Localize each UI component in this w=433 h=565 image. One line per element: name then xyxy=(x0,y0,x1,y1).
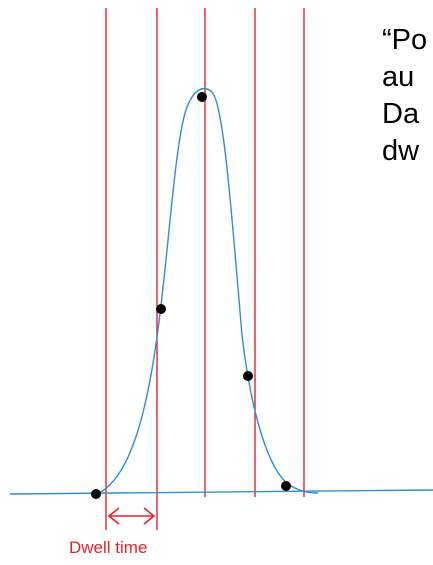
peak-curve xyxy=(96,87,319,495)
data-point xyxy=(281,481,291,491)
data-point xyxy=(156,304,166,314)
dwell-time-arrow xyxy=(107,507,156,525)
data-point xyxy=(197,92,207,102)
side-text-line: au xyxy=(382,61,415,93)
data-point xyxy=(91,489,101,499)
side-text-line: dw xyxy=(382,135,420,167)
side-text-block: “Po au Da dw xyxy=(382,22,427,170)
baseline xyxy=(9,489,433,495)
dwell-time-label: Dwell time xyxy=(69,538,148,557)
side-text-line: Da xyxy=(382,98,420,130)
side-text-line: “Po xyxy=(382,24,428,56)
data-point xyxy=(243,371,253,381)
